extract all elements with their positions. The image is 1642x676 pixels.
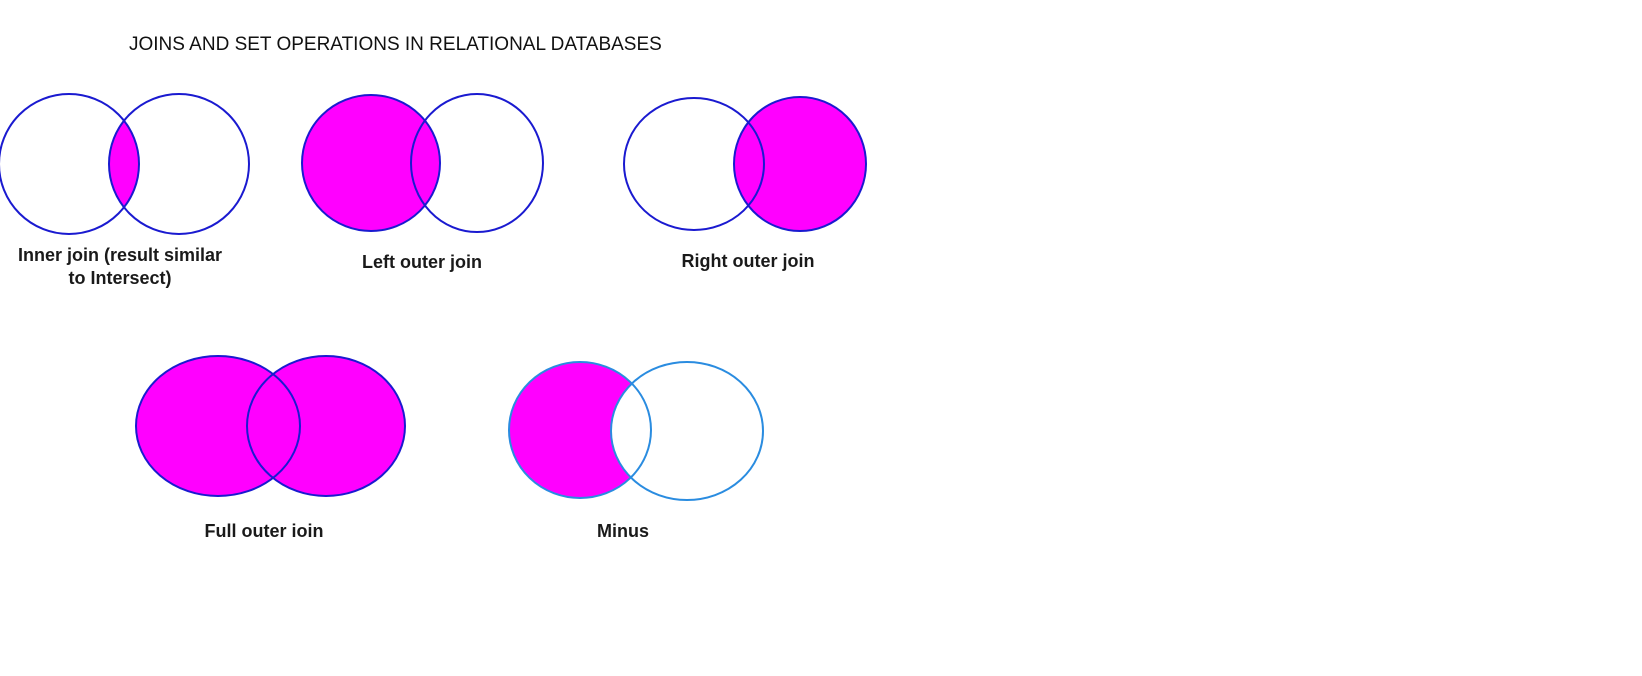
left-join-right-circle — [410, 93, 544, 233]
venn-full-outer-join — [135, 355, 406, 497]
inner-join-right-circle — [108, 93, 250, 235]
minus-left-circle-fill — [509, 362, 651, 498]
right-join-left-circle — [623, 97, 765, 231]
venn-inner-join — [0, 93, 250, 235]
full-outer-join-caption: Full outer ioin — [204, 521, 324, 541]
venn-right-outer-join — [623, 96, 867, 232]
venn-minus — [508, 361, 764, 501]
full-join-left-circle — [135, 355, 301, 497]
inner-join-caption: Inner join (result similar to Intersect) — [0, 244, 240, 290]
left-join-left-circle-fill — [302, 95, 440, 231]
right-join-right-circle — [733, 96, 867, 232]
left-join-left-circle — [301, 94, 441, 232]
minus-left-circle — [508, 361, 652, 499]
full-join-right-circle — [246, 355, 406, 497]
full-join-right-circle-fill — [247, 356, 405, 496]
venn-left-outer-join — [301, 93, 544, 233]
page-title: JOINS AND SET OPERATIONS IN RELATIONAL D… — [129, 34, 662, 55]
left-outer-join-caption: Left outer join — [362, 252, 482, 272]
inner-join-left-circle — [0, 93, 140, 235]
minus-right-circle — [610, 361, 764, 501]
inner-join-caption-line-2: to Intersect) — [68, 268, 172, 288]
inner-join-caption-line-1: Inner join (result similar — [17, 245, 223, 265]
right-outer-join-caption: Right outer join — [681, 251, 815, 271]
minus-caption: Minus — [597, 521, 649, 541]
right-join-right-circle-fill — [734, 97, 866, 231]
